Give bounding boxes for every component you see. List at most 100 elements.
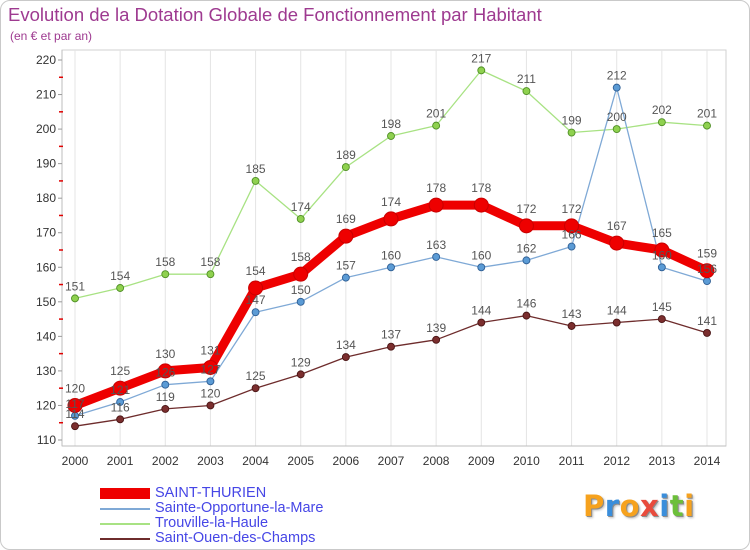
data-point-trouville-la-haule — [161, 270, 170, 279]
data-label-sainte-opportune-la-mare: 126 — [155, 366, 175, 380]
data-point-saint-thurien — [112, 380, 128, 396]
data-point-saint-ouen-des-champs — [206, 401, 215, 410]
data-label-trouville-la-haule: 198 — [381, 117, 401, 131]
data-label-saint-thurien: 158 — [291, 250, 311, 264]
x-tick-label: 2007 — [378, 454, 405, 468]
logo-letter: i — [684, 489, 695, 523]
data-point-trouville-la-haule — [612, 125, 621, 134]
data-label-trouville-la-haule: 211 — [517, 72, 536, 86]
data-point-saint-thurien — [699, 263, 715, 279]
data-label-saint-thurien: 159 — [697, 247, 717, 261]
data-point-saint-thurien — [473, 197, 489, 213]
data-point-sainte-opportune-la-mare — [161, 380, 170, 389]
legend-item-saint-thurien: SAINT-THURIEN — [100, 486, 323, 501]
data-label-sainte-opportune-la-mare: 166 — [562, 228, 582, 242]
data-label-saint-thurien: 178 — [471, 181, 491, 195]
data-point-sainte-opportune-la-mare — [206, 377, 215, 386]
y-tick-label: 110 — [37, 433, 56, 447]
x-tick-label: 2010 — [513, 454, 540, 468]
data-label-trouville-la-haule: 185 — [246, 162, 266, 176]
data-point-sainte-opportune-la-mare — [251, 308, 260, 317]
legend-swatch-sainte-opportune-la-mare — [100, 507, 150, 510]
data-point-saint-ouen-des-champs — [296, 370, 305, 379]
data-label-saint-ouen-des-champs: 139 — [426, 321, 446, 335]
data-point-saint-ouen-des-champs — [612, 318, 621, 327]
x-tick-label: 2001 — [107, 454, 134, 468]
y-tick-label: 150 — [36, 295, 56, 309]
data-point-trouville-la-haule — [206, 270, 215, 279]
legend: SAINT-THURIEN Sainte-Opportune-la-Mare T… — [100, 486, 323, 546]
data-point-saint-thurien — [654, 242, 670, 258]
y-tick-label: 190 — [36, 157, 56, 171]
data-point-saint-ouen-des-champs — [567, 322, 576, 330]
data-point-saint-thurien — [338, 228, 354, 244]
data-label-saint-thurien: 165 — [652, 226, 672, 240]
data-label-sainte-opportune-la-mare: 117 — [65, 397, 84, 411]
y-tick-label: 180 — [36, 191, 56, 205]
data-point-trouville-la-haule — [387, 132, 395, 140]
data-label-trouville-la-haule: 217 — [471, 51, 491, 65]
data-label-trouville-la-haule: 202 — [652, 103, 672, 117]
data-point-trouville-la-haule — [432, 121, 441, 130]
data-label-sainte-opportune-la-mare: 157 — [336, 259, 356, 273]
data-label-trouville-la-haule: 158 — [155, 255, 175, 269]
data-point-trouville-la-haule — [296, 214, 305, 223]
data-label-sainte-opportune-la-mare: 160 — [652, 248, 672, 262]
logo-letter: i — [659, 489, 670, 523]
y-tick-label: 200 — [36, 122, 56, 136]
data-point-sainte-opportune-la-mare — [703, 277, 711, 286]
data-label-saint-ouen-des-champs: 120 — [200, 386, 220, 400]
data-point-sainte-opportune-la-mare — [116, 398, 125, 406]
data-point-sainte-opportune-la-mare — [296, 297, 305, 306]
data-point-saint-ouen-des-champs — [341, 353, 350, 362]
data-point-saint-thurien — [428, 197, 444, 213]
chart-title: Evolution de la Dotation Globale de Fonc… — [8, 4, 542, 25]
data-label-trouville-la-haule: 201 — [426, 107, 446, 121]
x-tick-label: 2014 — [694, 454, 721, 468]
y-tick-label: 170 — [36, 226, 56, 240]
data-label-saint-ouen-des-champs: 137 — [381, 328, 401, 342]
data-label-trouville-la-haule: 200 — [607, 110, 627, 124]
data-point-saint-ouen-des-champs — [71, 422, 79, 431]
x-tick-label: 2003 — [197, 454, 224, 468]
logo-letter: o — [619, 489, 641, 523]
data-label-sainte-opportune-la-mare: 127 — [200, 362, 220, 376]
data-label-sainte-opportune-la-mare: 147 — [246, 293, 266, 307]
data-point-saint-thurien — [157, 363, 173, 379]
data-label-sainte-opportune-la-mare: 121 — [110, 383, 130, 397]
data-label-saint-ouen-des-champs: 134 — [336, 338, 356, 352]
legend-label-trouville-la-haule: Trouville-la-Haule — [155, 515, 269, 531]
data-label-sainte-opportune-la-mare: 156 — [697, 262, 717, 276]
data-point-sainte-opportune-la-mare — [432, 252, 441, 261]
data-label-saint-thurien: 120 — [65, 381, 85, 395]
data-point-saint-ouen-des-champs — [657, 315, 666, 324]
data-point-saint-ouen-des-champs — [522, 311, 531, 320]
data-point-saint-thurien — [248, 280, 264, 296]
data-label-saint-thurien: 169 — [336, 212, 356, 226]
data-label-sainte-opportune-la-mare: 212 — [607, 69, 627, 83]
logo-letter: t — [669, 489, 685, 523]
x-tick-label: 2012 — [603, 454, 630, 468]
legend-label-saint-ouen-des-champs: Saint-Ouen-des-Champs — [155, 530, 316, 546]
legend-swatch-trouville-la-haule — [100, 522, 150, 525]
data-label-sainte-opportune-la-mare: 162 — [516, 241, 536, 255]
data-point-saint-thurien — [518, 218, 534, 234]
x-tick-label: 2011 — [559, 454, 585, 468]
data-point-sainte-opportune-la-mare — [341, 273, 350, 282]
data-point-saint-thurien — [564, 218, 580, 234]
x-tick-label: 2000 — [62, 454, 89, 468]
data-point-saint-ouen-des-champs — [387, 342, 395, 351]
data-point-saint-ouen-des-champs — [703, 328, 711, 337]
data-label-trouville-la-haule: 199 — [562, 114, 582, 128]
data-labels: 151 154 158 158 185 174 189 198 201 217 211 199 200 2… — [65, 51, 717, 421]
x-tick-label: 2008 — [423, 454, 450, 468]
data-label-saint-ouen-des-champs: 119 — [156, 390, 175, 404]
data-label-saint-thurien: 154 — [246, 264, 266, 278]
data-label-saint-ouen-des-champs: 125 — [246, 369, 266, 383]
data-label-saint-thurien: 130 — [155, 347, 175, 361]
data-point-trouville-la-haule — [341, 163, 350, 172]
y-tick-label: 120 — [36, 398, 56, 412]
y-tick-label: 210 — [36, 88, 56, 102]
